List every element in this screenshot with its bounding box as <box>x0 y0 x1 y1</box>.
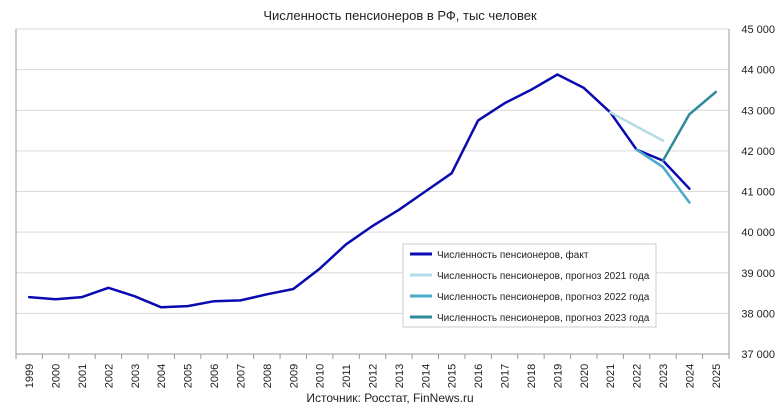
y-tick-label: 40 000 <box>741 227 775 239</box>
x-tick-label: 2023 <box>658 364 670 388</box>
x-tick-label: 2009 <box>288 364 300 388</box>
chart-source: Источник: Росстат, FinNews.ru <box>306 391 473 405</box>
x-tick-label: 2020 <box>579 364 591 388</box>
x-tick-label: 2018 <box>526 364 538 388</box>
x-tick-label: 2006 <box>209 364 221 388</box>
y-tick-label: 38 000 <box>741 308 775 320</box>
x-tick-label: 2007 <box>235 364 247 388</box>
axes <box>15 29 730 359</box>
y-axis-ticks: 37 000 38 000 39 000 40 000 41 000 42 000 43 0… <box>741 24 775 361</box>
series-line-1 <box>27 73 691 309</box>
x-tick-label: 2014 <box>420 364 432 388</box>
x-tick-label: 2016 <box>473 364 485 388</box>
x-tick-label: 2003 <box>130 364 142 388</box>
x-tick-label: 2008 <box>262 364 274 388</box>
series-line-2 <box>608 111 665 142</box>
x-tick-label: 2015 <box>447 364 459 388</box>
x-tick-label: 2019 <box>552 364 564 388</box>
x-tick-label: 2010 <box>315 364 327 388</box>
x-tick-label: 2024 <box>684 364 696 388</box>
x-tick-label: 2021 <box>605 364 617 388</box>
x-tick-label: 1999 <box>24 364 36 388</box>
x-tick-label: 2005 <box>183 364 195 388</box>
x-tick-label: 2025 <box>711 364 723 388</box>
y-tick-label: 39 000 <box>741 268 775 280</box>
legend-label: Численность пенсионеров, прогноз 2023 го… <box>437 313 650 324</box>
x-tick-label: 2004 <box>156 364 168 388</box>
x-tick-label: 2011 <box>341 364 353 388</box>
legend: Численность пенсионеров, факт Численность… <box>402 243 657 328</box>
x-tick-label: 2013 <box>394 364 406 388</box>
x-tick-label: 2001 <box>77 364 89 388</box>
series-line-4 <box>661 90 718 162</box>
y-tick-label: 41 000 <box>741 187 775 199</box>
x-tick-label: 2022 <box>632 364 644 388</box>
legend-box <box>402 243 657 328</box>
y-tick-label: 44 000 <box>741 65 775 77</box>
legend-label: Численность пенсионеров, факт <box>437 249 589 261</box>
chart-title: Численность пенсионеров в РФ, тыс челове… <box>263 8 537 23</box>
x-tick-label: 2012 <box>368 364 380 388</box>
y-tick-label: 37 000 <box>741 349 775 361</box>
grid-lines <box>16 28 729 355</box>
series-line-3 <box>635 148 691 204</box>
legend-label: Численность пенсионеров, прогноз 2022 го… <box>437 292 650 303</box>
x-tick-label: 2017 <box>500 364 512 388</box>
x-axis-ticks: 1999 2000 2001 2002 2003 2004 2005 2006 2007 2008… <box>24 364 723 388</box>
y-tick-label: 45 000 <box>741 24 775 36</box>
x-tick-label: 2000 <box>51 364 63 388</box>
y-tick-label: 42 000 <box>741 146 775 158</box>
series-lines <box>27 73 718 309</box>
legend-label: Численность пенсионеров, прогноз 2021 го… <box>437 271 650 282</box>
y-tick-label: 43 000 <box>741 105 775 117</box>
x-tick-label: 2002 <box>103 364 115 388</box>
